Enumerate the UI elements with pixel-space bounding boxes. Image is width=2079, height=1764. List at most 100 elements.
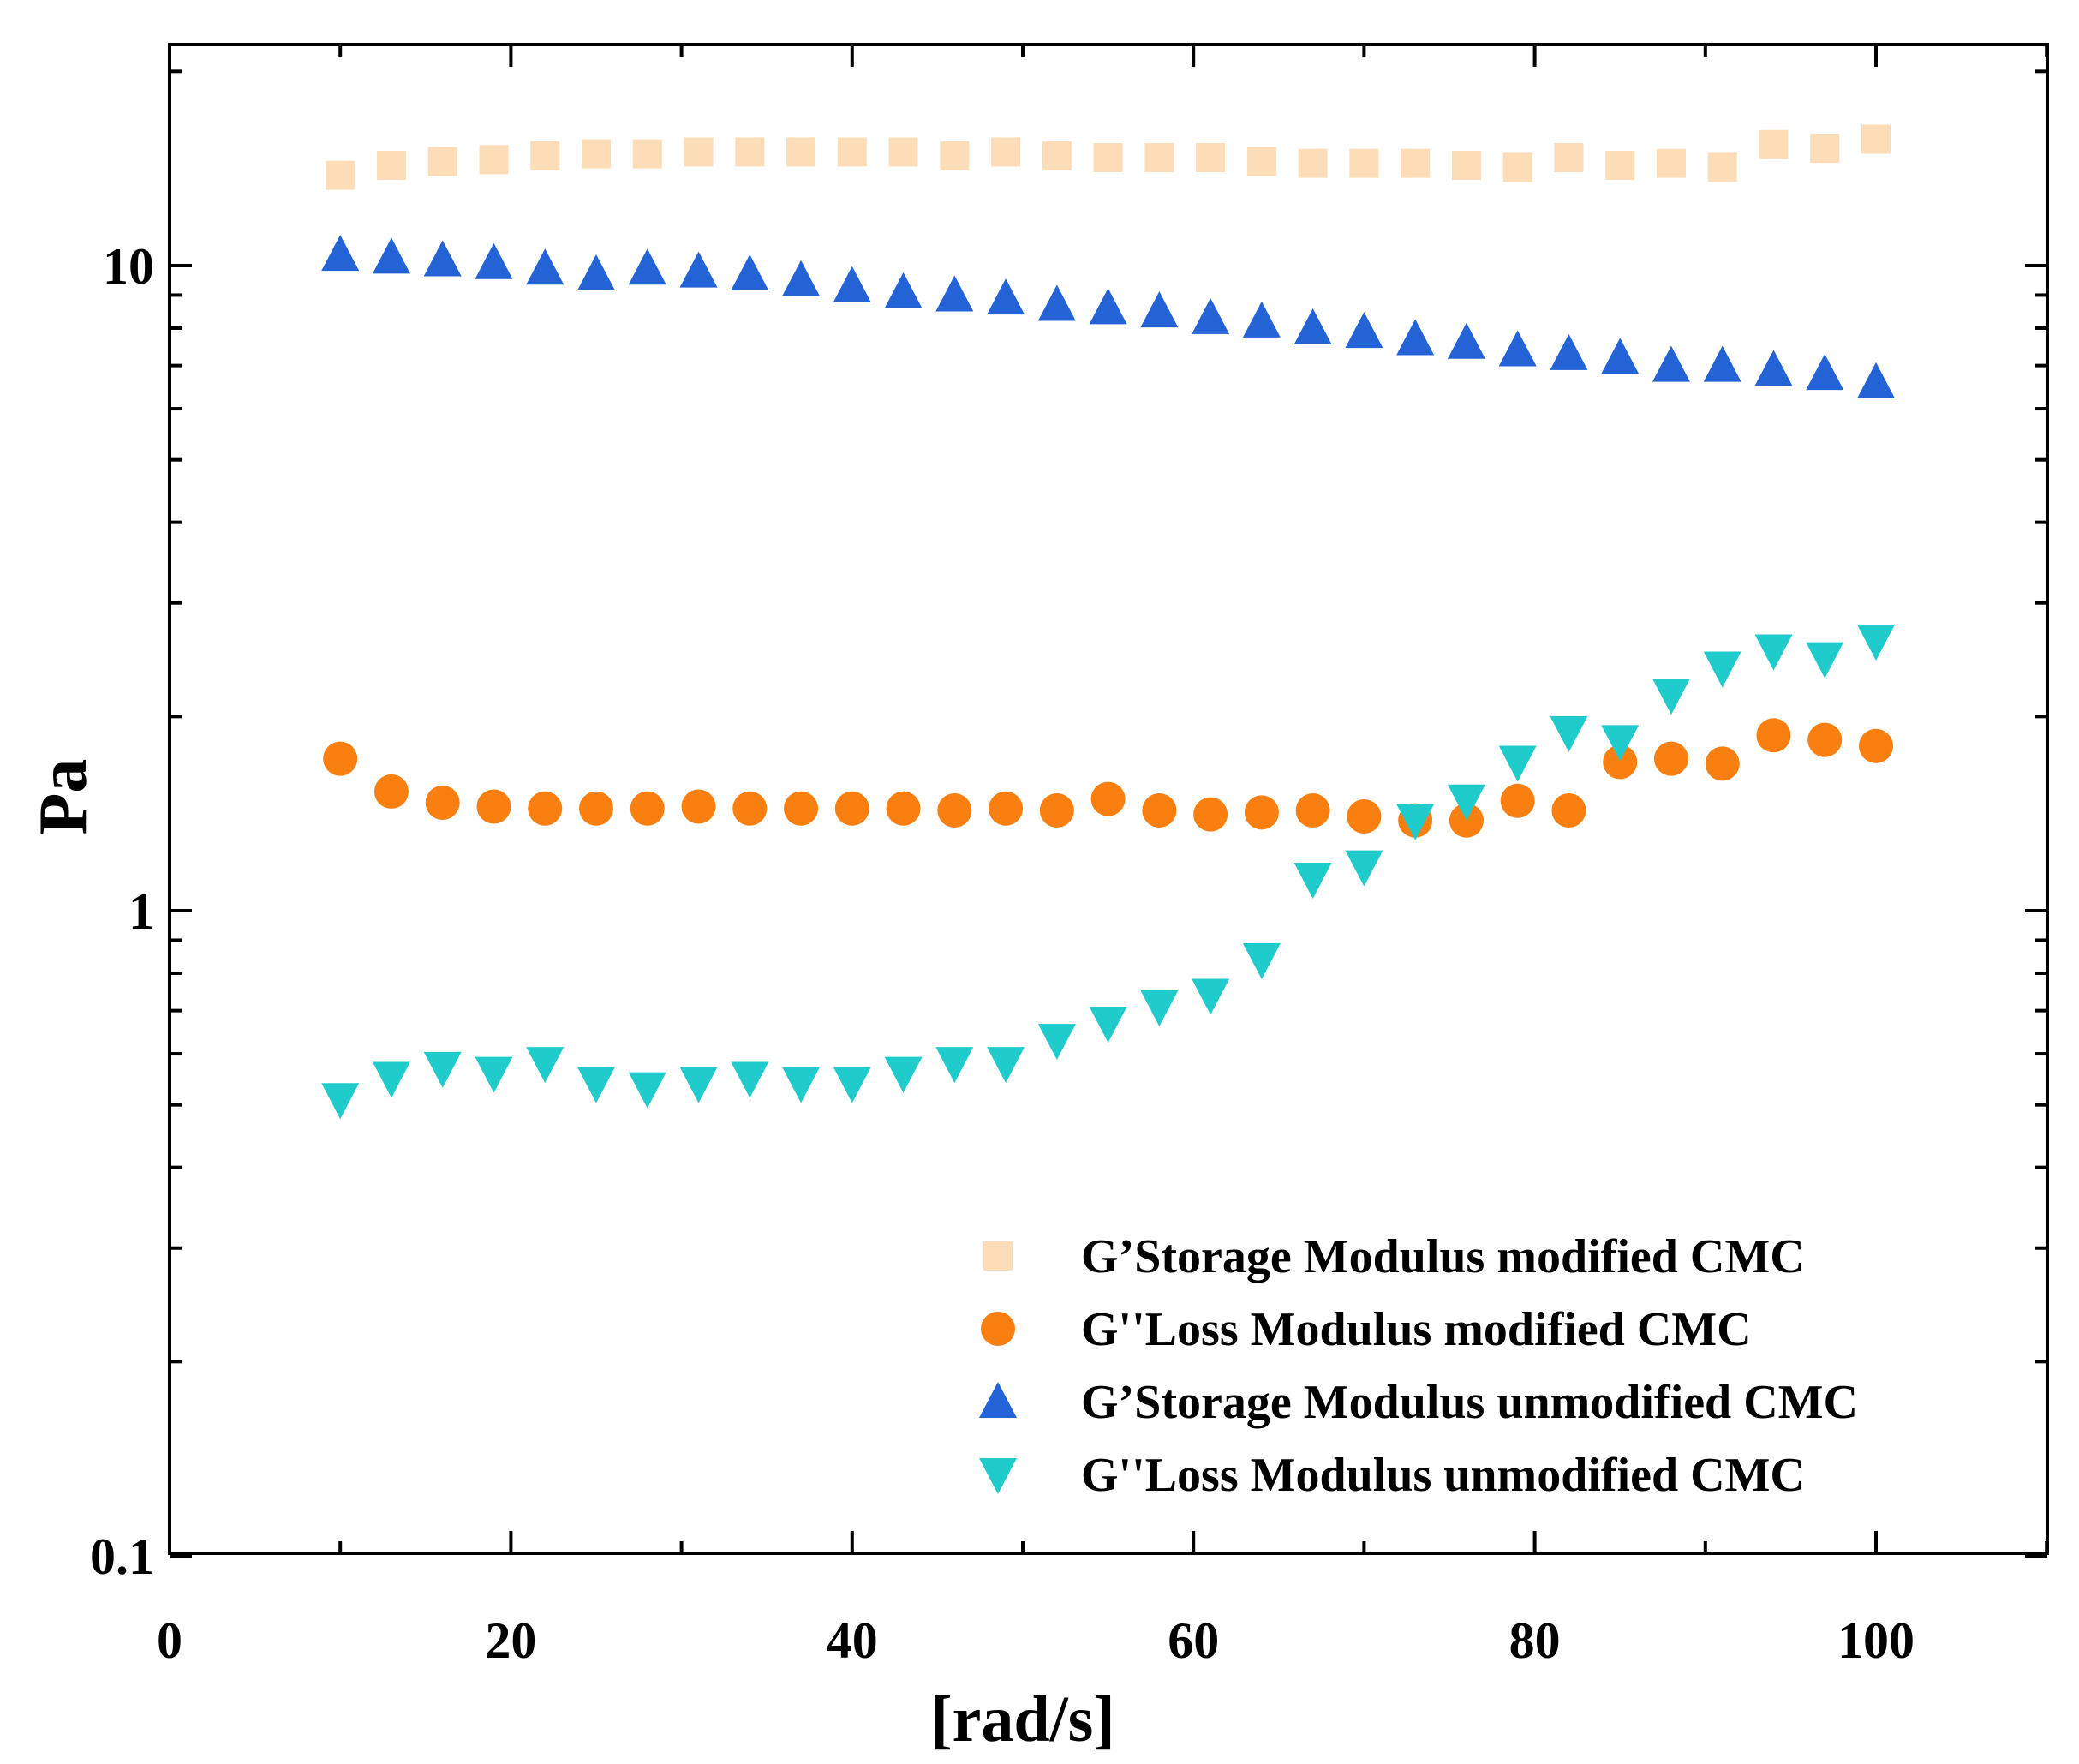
data-point xyxy=(425,786,460,821)
legend-marker xyxy=(981,1312,1015,1346)
data-point xyxy=(1144,143,1174,173)
data-point xyxy=(1756,718,1791,753)
data-point xyxy=(1703,345,1741,382)
data-point xyxy=(731,254,769,290)
data-point xyxy=(1703,651,1741,688)
data-point xyxy=(834,791,869,826)
data-point xyxy=(1500,783,1535,818)
data-point xyxy=(1039,793,1074,828)
data-point xyxy=(989,791,1024,826)
data-point xyxy=(1656,148,1686,178)
legend-marker xyxy=(983,1241,1013,1271)
data-point xyxy=(886,791,921,826)
data-point xyxy=(628,1072,666,1109)
data-point xyxy=(884,272,923,308)
data-point xyxy=(1754,634,1793,671)
data-point xyxy=(630,791,665,826)
data-point xyxy=(782,260,821,296)
data-point xyxy=(1196,143,1226,173)
data-point xyxy=(1498,745,1537,782)
data-point xyxy=(530,141,560,170)
data-point xyxy=(1447,784,1485,821)
x-tick-label: 40 xyxy=(827,1612,878,1669)
data-point xyxy=(987,278,1025,315)
data-point xyxy=(679,251,718,288)
data-point xyxy=(1759,129,1789,159)
data-point xyxy=(833,266,871,302)
legend-label: G''Loss Modulus modified CMC xyxy=(1081,1303,1752,1356)
data-point xyxy=(1447,322,1485,359)
data-point xyxy=(479,145,509,175)
legend-label: G’Storage Modulus modified CMC xyxy=(1081,1230,1805,1283)
axes: 0 20 40 60 80 100 0.1 1 10 [rad/s] Pa xyxy=(26,43,2049,1755)
x-tick-label: 60 xyxy=(1168,1612,1219,1669)
data-point xyxy=(476,789,511,824)
data-point xyxy=(1807,722,1843,757)
data-point xyxy=(475,242,513,279)
data-point xyxy=(782,1067,821,1103)
data-point xyxy=(528,791,563,826)
data-point xyxy=(1857,362,1895,398)
data-point xyxy=(684,137,714,167)
data-point xyxy=(1396,804,1435,840)
data-point xyxy=(321,1083,360,1120)
data-point xyxy=(1244,795,1279,830)
data-point xyxy=(1551,793,1586,828)
data-point xyxy=(628,248,666,285)
data-point xyxy=(423,240,462,277)
legend-marker xyxy=(979,1458,1017,1494)
data-point xyxy=(1293,862,1332,899)
data-point xyxy=(1037,284,1076,321)
plot-frame xyxy=(168,43,2049,1555)
data-point xyxy=(1859,728,1893,763)
data-point xyxy=(1601,338,1640,374)
data-point xyxy=(526,1047,565,1084)
data-point xyxy=(1298,148,1328,178)
data-point xyxy=(1089,1006,1127,1043)
data-point xyxy=(1806,642,1844,679)
data-point xyxy=(1707,152,1737,182)
data-point xyxy=(1345,850,1383,887)
data-point xyxy=(475,1056,513,1093)
legend-marker xyxy=(979,1382,1017,1418)
data-point xyxy=(1705,746,1740,781)
data-point xyxy=(1652,679,1690,715)
data-point xyxy=(1652,345,1690,382)
series-2 xyxy=(321,235,1895,398)
data-point xyxy=(579,791,613,826)
data-point xyxy=(423,1051,462,1088)
x-tick-label: 20 xyxy=(485,1612,536,1669)
data-point xyxy=(1550,333,1588,370)
data-point xyxy=(784,791,819,826)
legend-label: G’Storage Modulus unmodified CMC xyxy=(1081,1376,1858,1429)
data-point xyxy=(940,141,970,170)
data-point xyxy=(935,1047,974,1084)
data-point xyxy=(1093,143,1123,173)
data-point xyxy=(1246,147,1276,176)
data-point xyxy=(1037,1024,1076,1061)
data-point xyxy=(1396,319,1435,356)
data-point xyxy=(376,151,406,181)
x-tick-label: 100 xyxy=(1837,1612,1915,1669)
data-point xyxy=(735,137,765,167)
data-point xyxy=(373,774,409,809)
y-axis-label: Pa xyxy=(26,759,101,835)
data-point xyxy=(1090,781,1126,816)
data-point xyxy=(1293,308,1332,344)
data-point xyxy=(632,139,662,169)
data-point xyxy=(1502,152,1532,182)
legend-label: G''Loss Modulus unmodified CMC xyxy=(1081,1449,1805,1502)
data-point xyxy=(1140,291,1179,328)
data-point xyxy=(1498,330,1537,367)
data-point xyxy=(1042,141,1072,170)
data-point xyxy=(1192,297,1230,334)
data-point xyxy=(991,137,1021,167)
data-point xyxy=(326,160,355,190)
data-point xyxy=(1653,741,1688,776)
data-point xyxy=(837,137,867,167)
y-tick-label: 0.1 xyxy=(90,1528,154,1585)
data-point xyxy=(1193,797,1228,832)
data-point xyxy=(526,248,565,285)
